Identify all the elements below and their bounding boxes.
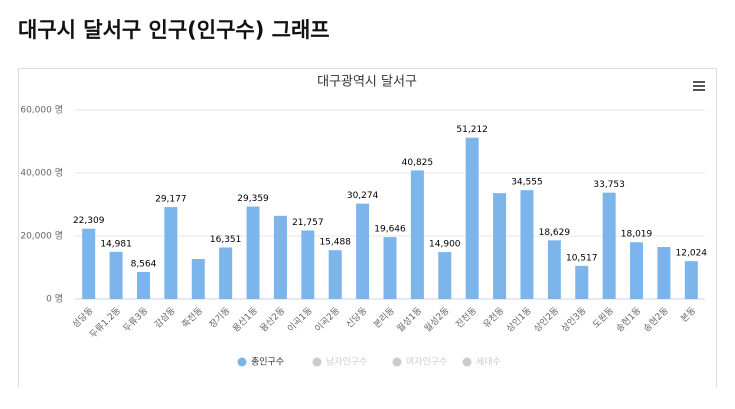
data-label: 8,564 xyxy=(131,260,157,270)
x-tick-label: 월성1동 xyxy=(394,304,424,334)
legend-marker xyxy=(237,357,247,367)
data-label: 10,517 xyxy=(566,253,598,263)
x-tick-label: 두류3동 xyxy=(121,305,150,334)
x-tick-label: 죽전동 xyxy=(180,305,205,330)
data-label: 21,757 xyxy=(292,218,324,228)
chart-container xyxy=(18,68,717,387)
bar xyxy=(657,247,671,299)
legend-marker xyxy=(462,357,472,367)
chart-title: 대구광역시 달서구 xyxy=(317,75,417,90)
data-label: 15,488 xyxy=(319,238,351,248)
bar xyxy=(410,170,424,299)
legend-marker xyxy=(312,357,322,367)
x-tick-label: 용산1동 xyxy=(231,305,260,334)
bar xyxy=(520,190,534,299)
bar xyxy=(301,230,315,299)
data-label: 40,825 xyxy=(402,158,434,168)
data-label: 29,359 xyxy=(237,194,269,204)
legend-label[interactable]: 여자인구수 xyxy=(406,356,447,368)
y-tick-label: 40,000 명 xyxy=(20,168,63,179)
bar xyxy=(136,272,150,299)
bar xyxy=(493,193,507,299)
x-tick-label: 감삼동 xyxy=(152,304,178,330)
data-label: 51,212 xyxy=(456,125,488,135)
data-label: 34,555 xyxy=(511,178,543,188)
data-label: 14,900 xyxy=(429,240,461,250)
data-label: 16,351 xyxy=(210,235,242,245)
y-tick-label: 20,000 명 xyxy=(20,231,63,242)
x-tick-label: 상인3동 xyxy=(559,305,588,334)
y-tick-label: 60,000 명 xyxy=(20,105,63,116)
x-tick-label: 이곡1동 xyxy=(285,305,314,334)
bar xyxy=(438,252,452,299)
bar xyxy=(383,237,397,299)
data-label: 18,629 xyxy=(539,228,571,238)
bar xyxy=(630,242,644,299)
page-title: 대구시 달서구 인구(인구수) 그래프 xyxy=(18,18,330,42)
bar xyxy=(547,240,561,299)
x-tick-label: 유천동 xyxy=(481,305,506,330)
data-label: 14,981 xyxy=(100,239,132,249)
data-label: 19,646 xyxy=(374,225,406,235)
bar xyxy=(246,206,260,299)
x-tick-label: 이곡2동 xyxy=(313,305,342,334)
x-tick-label: 신당동 xyxy=(344,305,369,330)
x-tick-label: 송현1동 xyxy=(614,305,643,334)
x-tick-label: 성당동 xyxy=(70,305,95,330)
data-label: 22,309 xyxy=(73,216,105,226)
x-tick-label: 장기동 xyxy=(207,305,232,330)
bar xyxy=(273,215,287,299)
x-tick-label: 상인2동 xyxy=(532,305,561,334)
data-label: 30,274 xyxy=(347,191,379,201)
data-label: 29,177 xyxy=(155,195,187,205)
x-tick-label: 월성2동 xyxy=(422,304,452,334)
bar xyxy=(602,192,616,299)
bar xyxy=(109,251,123,299)
legend-label[interactable]: 세대수 xyxy=(476,357,501,368)
x-tick-label: 도원동 xyxy=(591,305,616,330)
x-tick-label: 용산2동 xyxy=(258,305,287,334)
data-label: 12,024 xyxy=(676,249,708,259)
data-label: 33,753 xyxy=(593,180,625,190)
bar xyxy=(164,207,178,299)
legend-marker xyxy=(392,357,402,367)
bar xyxy=(219,247,233,299)
bar xyxy=(684,261,698,299)
bar xyxy=(465,137,479,299)
bar xyxy=(328,250,342,299)
x-tick-label: 송현2동 xyxy=(641,305,670,334)
bar xyxy=(82,228,96,299)
x-tick-label: 진천동 xyxy=(454,305,479,330)
bar xyxy=(191,258,205,299)
legend-label[interactable]: 총인구수 xyxy=(251,357,284,368)
legend-label[interactable]: 남자인구수 xyxy=(326,357,367,368)
x-tick-label: 상인1동 xyxy=(504,305,533,334)
menu-icon[interactable] xyxy=(693,81,705,91)
bar xyxy=(575,265,589,299)
y-tick-label: 0 명 xyxy=(46,294,63,305)
x-tick-label: 본리동 xyxy=(372,305,397,330)
data-label: 18,019 xyxy=(621,230,653,240)
x-tick-label: 본동 xyxy=(679,305,698,324)
bar xyxy=(356,203,370,299)
